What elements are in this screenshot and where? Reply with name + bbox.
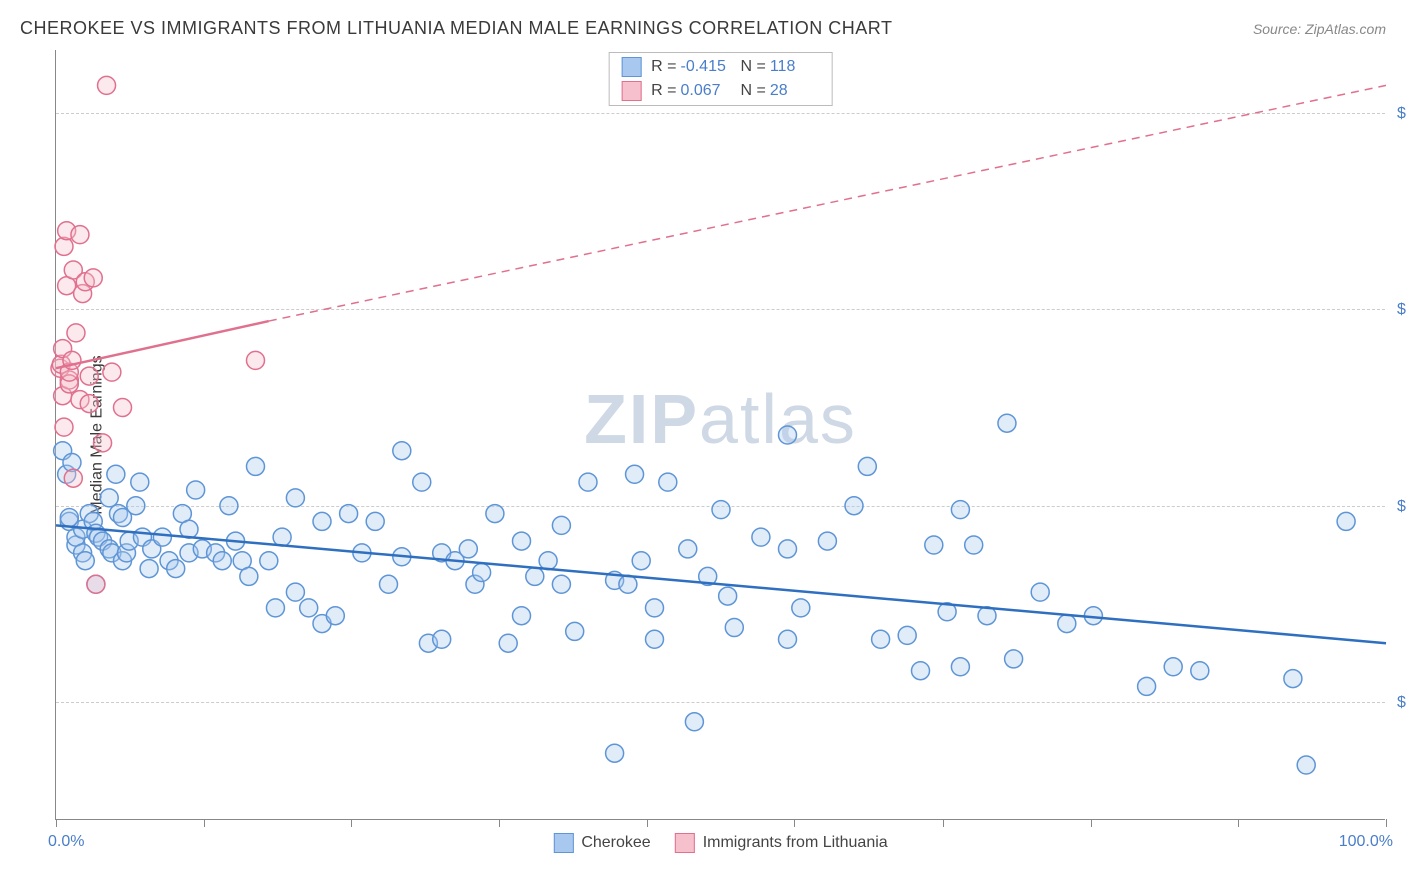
legend-label-cherokee: Cherokee [581,834,650,852]
correlation-stats-box: R =-0.415 N =118 R =0.067 N =28 [608,52,833,106]
scatter-plot-svg [56,50,1385,819]
x-axis-min-label: 0.0% [48,833,84,851]
y-tick-label: $100,000 [1393,105,1406,123]
legend-swatch-lithuania [675,833,695,853]
stats-row-cherokee: R =-0.415 N =118 [609,55,832,79]
legend-swatch-cherokee [553,833,573,853]
y-tick-label: $25,000 [1393,694,1406,712]
chart-plot-area: $100,000$75,000$50,000$25,000 Median Mal… [55,50,1385,820]
y-tick-label: $50,000 [1393,498,1406,516]
source-attribution: Source: ZipAtlas.com [1253,21,1386,37]
legend-item-cherokee: Cherokee [553,833,650,853]
legend-item-lithuania: Immigrants from Lithuania [675,833,888,853]
bottom-legend: Cherokee Immigrants from Lithuania [553,833,887,853]
swatch-lithuania [621,81,641,101]
chart-title: CHEROKEE VS IMMIGRANTS FROM LITHUANIA ME… [20,18,892,39]
y-tick-label: $75,000 [1393,301,1406,319]
stats-row-lithuania: R =0.067 N =28 [609,79,832,103]
legend-label-lithuania: Immigrants from Lithuania [703,834,888,852]
x-axis-max-label: 100.0% [1339,833,1393,851]
swatch-cherokee [621,57,641,77]
